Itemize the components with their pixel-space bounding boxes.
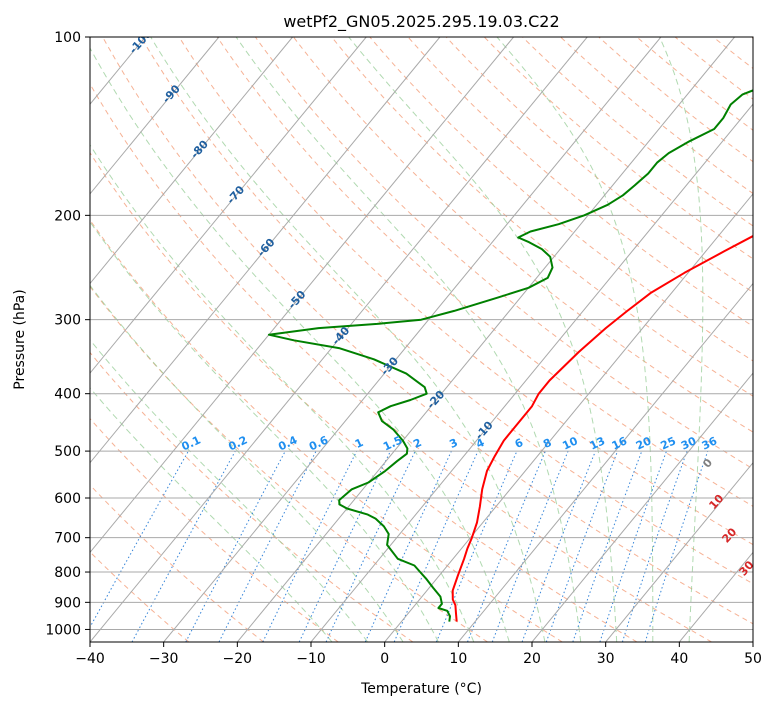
mixing-ratio-label: 20: [634, 434, 654, 452]
dry-adiabat: [102, 37, 753, 625]
x-tick-label: 0: [380, 651, 389, 667]
plot-frame: [89, 36, 754, 643]
isotherm: [457, 282, 753, 642]
moist-adiabat: [90, 284, 404, 642]
moist-adiabat: [90, 47, 510, 642]
isotherm: [90, 37, 514, 554]
y-tick-label: 600: [54, 491, 81, 507]
y-axis-label: Pressure (hPa): [12, 289, 28, 389]
dry-adiabat: [140, 37, 753, 585]
y-tick-label: 500: [54, 444, 81, 460]
mixing-ratio-line: [572, 450, 643, 642]
moist-adiabat: [235, 37, 582, 642]
y-tick-label: 700: [54, 531, 81, 547]
dry-adiabat: [90, 83, 712, 642]
y-tick-label: 400: [54, 387, 81, 403]
isotherm: [236, 37, 735, 642]
isotherm: [163, 37, 662, 642]
y-tick-label: 800: [54, 565, 81, 581]
dry-adiabat: [522, 37, 753, 227]
dry-adiabat: [216, 37, 753, 507]
mixing-ratio-line: [599, 450, 667, 642]
x-tick-label: 40: [670, 651, 688, 667]
moist-adiabat: [90, 143, 475, 642]
mixing-ratio-line: [131, 450, 236, 642]
y-tick-label: 900: [54, 595, 81, 611]
mixing-ratio-line: [435, 450, 518, 642]
x-tick-label: −20: [223, 651, 253, 667]
y-tick-label: 200: [54, 208, 81, 224]
isotherm: [531, 372, 753, 642]
mixing-ratio-line: [90, 450, 189, 629]
isotherm: [90, 37, 367, 374]
dry-adiabat: [483, 37, 753, 260]
mixing-ratio-label: 30: [679, 434, 699, 452]
isotherm: [310, 103, 753, 642]
dry-adiabat: [445, 37, 753, 293]
x-tick-label: 10: [449, 651, 467, 667]
moist-adiabat: [90, 387, 333, 642]
dry-adiabat: [90, 219, 563, 642]
isotherm: [90, 37, 293, 285]
x-tick-label: −10: [296, 651, 326, 667]
mixing-ratio-label: 13: [588, 434, 607, 452]
isotherm: [605, 461, 753, 642]
moist-adiabat: [150, 37, 546, 642]
moist-adiabat: [90, 220, 439, 642]
dry-adiabat: [560, 37, 753, 195]
mixing-ratio-label: 25: [659, 434, 678, 452]
moist-adiabat: [90, 339, 368, 642]
mixing-ratio-line: [325, 450, 416, 642]
isotherm: [90, 37, 588, 642]
dry-adiabat: [293, 37, 753, 433]
x-tick-label: −40: [75, 651, 105, 667]
x-axis-label: Temperature (°C): [360, 681, 482, 697]
dry-adiabat: [178, 37, 753, 546]
mixing-ratio-line: [262, 450, 358, 642]
dry-adiabat: [90, 484, 264, 642]
x-tick-label: 20: [523, 651, 541, 667]
mixing-ratio-line: [364, 450, 452, 642]
mixing-ratio-line: [621, 450, 688, 642]
y-tick-label: 1000: [45, 622, 81, 638]
mixing-ratio-line: [644, 450, 709, 642]
y-tick-label: 100: [54, 30, 81, 46]
mixing-ratio-label: 10: [560, 434, 580, 452]
dry-adiabat: [90, 285, 488, 642]
dewpoint-profile-line: [267, 89, 753, 622]
isotherm: [90, 37, 441, 464]
moist-adiabat: [496, 37, 654, 642]
isotherm: [90, 37, 220, 195]
chart-title: wetPf2_GN05.2025.295.19.03.C22: [283, 12, 559, 32]
moist-adiabat: [659, 37, 704, 642]
x-tick-label: −30: [149, 651, 179, 667]
isotherm: [384, 193, 753, 642]
mixing-ratio-label: 36: [700, 434, 720, 452]
temperature-profile-line: [451, 234, 753, 622]
y-tick-label: 300: [54, 313, 81, 329]
mixing-ratio-line: [298, 450, 391, 642]
mixing-ratio-label: 16: [610, 434, 630, 452]
x-tick-label: 30: [597, 651, 615, 667]
x-tick-label: 50: [744, 651, 762, 667]
